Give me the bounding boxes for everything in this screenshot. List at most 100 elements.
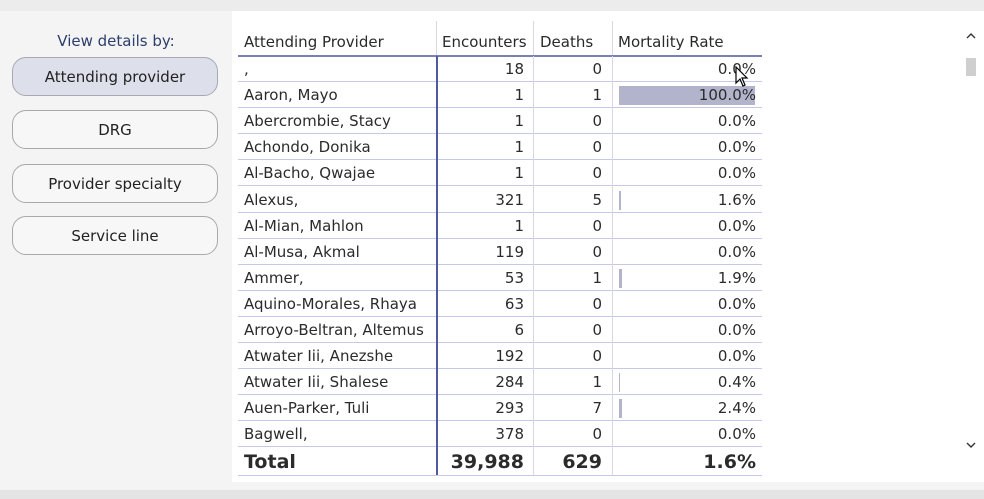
row-divider xyxy=(238,342,762,343)
row-divider xyxy=(238,185,762,187)
deaths-cell: 0 xyxy=(592,321,602,339)
table-row[interactable]: Auen-Parker, Tuli 293 7 2.4% xyxy=(238,395,762,422)
table-row[interactable]: Ammer, 53 1 1.9% xyxy=(238,265,762,291)
mortality-table: Attending Provider Encounters Deaths Mor… xyxy=(232,11,984,482)
row-divider xyxy=(238,159,762,161)
deaths-cell: 0 xyxy=(592,138,602,157)
column-divider xyxy=(612,56,613,476)
row-divider xyxy=(238,420,762,422)
deaths-cell: 0 xyxy=(592,164,602,183)
header-underline xyxy=(238,55,762,57)
service-line-button[interactable]: Service line xyxy=(12,216,218,255)
table-row[interactable]: Aquino-Morales, Rhaya 63 0 0.0% xyxy=(238,291,762,317)
attending-provider-button[interactable]: Attending provider xyxy=(12,57,218,96)
provider-name-cell: Aquino-Morales, Rhaya xyxy=(244,294,417,313)
encounters-cell: 284 xyxy=(495,373,524,392)
encounters-cell: 1 xyxy=(514,216,524,235)
provider-name-cell: Ammer, xyxy=(244,268,304,287)
deaths-cell: 1 xyxy=(592,373,602,392)
provider-name-cell: , xyxy=(244,60,249,78)
mortality-rate-cell: 1.6% xyxy=(717,190,756,209)
drg-button[interactable]: DRG xyxy=(12,110,218,149)
provider-column-divider xyxy=(436,56,438,476)
mortality-rate-bar xyxy=(619,399,623,419)
mortality-rate-bar xyxy=(619,268,622,288)
top-strip xyxy=(0,0,984,11)
row-divider xyxy=(238,133,762,135)
deaths-cell: 0 xyxy=(592,216,602,235)
mortality-rate-cell: 0.0% xyxy=(717,294,756,313)
header-deaths[interactable]: Deaths xyxy=(540,33,594,51)
deaths-cell: 0 xyxy=(592,425,602,444)
row-divider xyxy=(238,368,762,370)
deaths-cell: 0 xyxy=(592,347,602,366)
chevron-down-icon[interactable] xyxy=(964,439,978,453)
header-divider xyxy=(612,21,613,55)
header-encounters[interactable]: Encounters xyxy=(442,33,527,51)
total-label: Total xyxy=(244,451,296,473)
table-row[interactable]: ,1800.0% xyxy=(238,56,762,82)
provider-name-cell: Auen-Parker, Tuli xyxy=(244,399,370,418)
provider-name-cell: Achondo, Donika xyxy=(244,138,371,157)
mortality-rate-cell: 0.0% xyxy=(717,321,756,339)
chevron-up-icon[interactable] xyxy=(964,30,978,44)
table-row[interactable]: Alexus, 321 5 1.6% xyxy=(238,187,762,213)
vertical-scrollbar[interactable] xyxy=(964,22,978,462)
provider-name-cell: Al-Bacho, Qwajae xyxy=(244,164,376,183)
provider-specialty-button[interactable]: Provider specialty xyxy=(12,164,218,203)
mortality-rate-cell: 0.4% xyxy=(717,373,756,392)
table-row[interactable]: Bagwell, 378 0 0.0% xyxy=(238,421,762,448)
deaths-cell: 1 xyxy=(592,86,602,105)
encounters-cell: 378 xyxy=(495,425,524,444)
total-encounters: 39,988 xyxy=(450,451,524,473)
provider-name-cell: Abercrombie, Stacy xyxy=(244,112,391,131)
row-divider xyxy=(238,394,762,396)
mortality-rate-cell: 2.4% xyxy=(717,399,756,418)
header-divider xyxy=(533,21,534,55)
row-divider xyxy=(238,211,762,213)
provider-name-cell: Arroyo-Beltran, Altemus xyxy=(244,321,424,339)
header-mortality-rate[interactable]: Mortality Rate xyxy=(618,33,724,51)
deaths-cell: 0 xyxy=(592,60,602,78)
table-row[interactable]: Aaron, Mayo 1 1 100.0% xyxy=(238,82,762,109)
encounters-cell: 321 xyxy=(495,190,524,209)
table-row[interactable]: Atwater Iii, Shalese 284 1 0.4% xyxy=(238,369,762,396)
row-divider xyxy=(238,107,762,109)
provider-name-cell: Atwater Iii, Anezshe xyxy=(244,347,394,366)
provider-name-cell: Atwater Iii, Shalese xyxy=(244,373,389,392)
deaths-cell: 0 xyxy=(592,112,602,131)
total-deaths: 629 xyxy=(562,451,602,473)
mortality-rate-cell: 0.0% xyxy=(717,164,756,183)
table-row[interactable]: Al-Bacho, Qwajae 1 0 0.0% xyxy=(238,160,762,187)
deaths-cell: 0 xyxy=(592,294,602,313)
header-attending-provider[interactable]: Attending Provider xyxy=(244,33,384,51)
row-divider xyxy=(238,237,762,239)
row-divider xyxy=(238,263,762,265)
mortality-rate-cell: 0.0% xyxy=(717,425,756,444)
table-row[interactable]: Atwater Iii, Anezshe 192 0 0.0% xyxy=(238,343,762,370)
table-row[interactable]: Al-Musa, Akmal 119 0 0.0% xyxy=(238,239,762,265)
sidebar: View details by: Attending provider DRG … xyxy=(0,11,230,490)
column-divider xyxy=(533,56,534,476)
deaths-cell: 5 xyxy=(592,190,602,209)
table-row[interactable]: Achondo, Donika 1 0 0.0% xyxy=(238,134,762,161)
total-underline xyxy=(238,475,762,476)
mortality-rate-cell: 0.0% xyxy=(717,347,756,366)
row-divider xyxy=(238,81,762,82)
table-row[interactable]: Abercrombie, Stacy 1 0 0.0% xyxy=(238,108,762,135)
sidebar-title: View details by: xyxy=(57,32,175,50)
encounters-cell: 1 xyxy=(514,112,524,131)
provider-name-cell: Aaron, Mayo xyxy=(244,86,338,105)
encounters-cell: 18 xyxy=(504,60,524,78)
row-divider xyxy=(238,315,762,317)
scroll-thumb[interactable] xyxy=(966,58,976,76)
table-row[interactable]: Al-Mian, Mahlon 1 0 0.0% xyxy=(238,213,762,239)
mortality-rate-cell: 100.0% xyxy=(698,86,756,105)
table-row[interactable]: Arroyo-Beltran, Altemus 6 0 0.0% xyxy=(238,317,762,343)
mortality-rate-cell: 0.0% xyxy=(717,138,756,157)
encounters-cell: 1 xyxy=(514,86,524,105)
deaths-cell: 1 xyxy=(592,268,602,287)
encounters-cell: 1 xyxy=(514,164,524,183)
mortality-rate-cell: 0.0% xyxy=(717,216,756,235)
provider-name-cell: Al-Mian, Mahlon xyxy=(244,216,364,235)
